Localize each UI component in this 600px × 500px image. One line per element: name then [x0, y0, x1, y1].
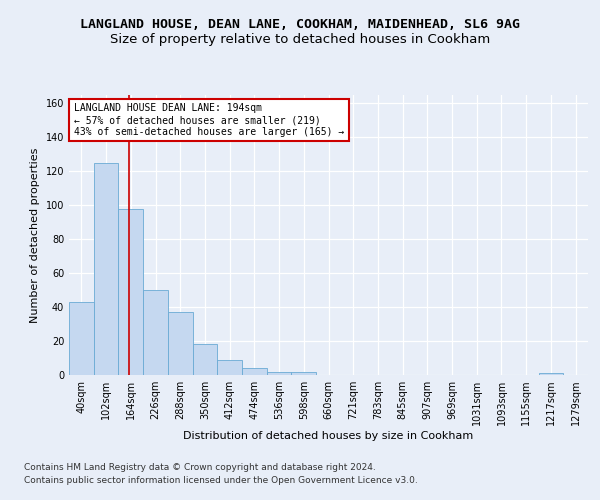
Bar [143, 290, 168, 375]
Bar [168, 312, 193, 375]
Text: Contains HM Land Registry data © Crown copyright and database right 2024.: Contains HM Land Registry data © Crown c… [24, 464, 376, 472]
Bar [292, 372, 316, 375]
Bar [539, 374, 563, 375]
Bar [217, 360, 242, 375]
X-axis label: Distribution of detached houses by size in Cookham: Distribution of detached houses by size … [184, 431, 473, 441]
Text: Size of property relative to detached houses in Cookham: Size of property relative to detached ho… [110, 32, 490, 46]
Bar [193, 344, 217, 375]
Text: Contains public sector information licensed under the Open Government Licence v3: Contains public sector information licen… [24, 476, 418, 485]
Bar [242, 368, 267, 375]
Bar [267, 372, 292, 375]
Bar [69, 302, 94, 375]
Bar [94, 163, 118, 375]
Y-axis label: Number of detached properties: Number of detached properties [30, 148, 40, 322]
Bar [118, 208, 143, 375]
Text: LANGLAND HOUSE, DEAN LANE, COOKHAM, MAIDENHEAD, SL6 9AG: LANGLAND HOUSE, DEAN LANE, COOKHAM, MAID… [80, 18, 520, 30]
Text: LANGLAND HOUSE DEAN LANE: 194sqm
← 57% of detached houses are smaller (219)
43% : LANGLAND HOUSE DEAN LANE: 194sqm ← 57% o… [74, 104, 344, 136]
